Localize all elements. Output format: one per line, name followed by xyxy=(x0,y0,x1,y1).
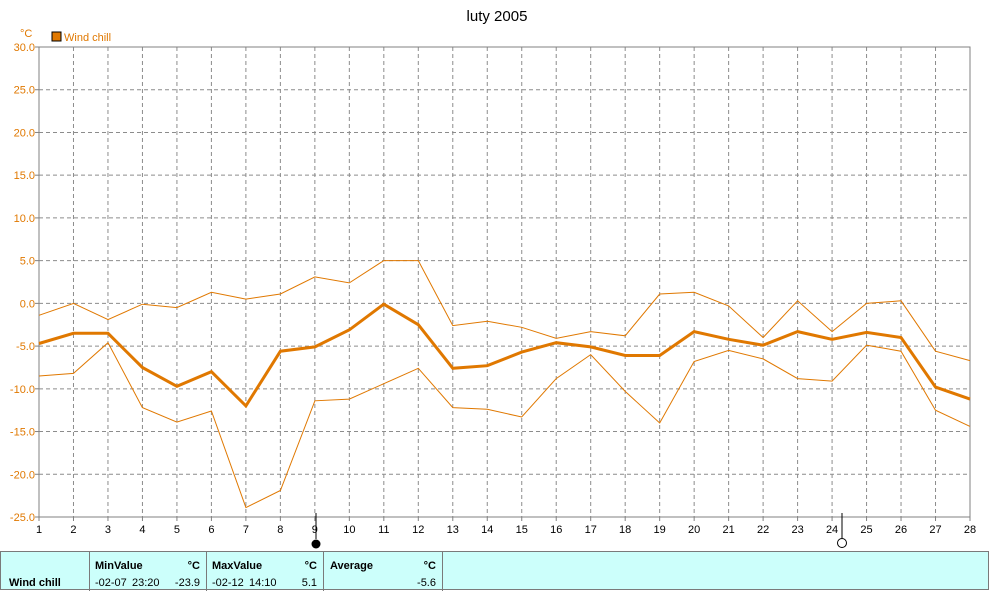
legend-swatch xyxy=(51,31,62,42)
y-tick-label: -10.0 xyxy=(10,384,35,396)
x-tick-label: 18 xyxy=(619,524,631,536)
series-lines xyxy=(38,260,971,509)
y-tick-label: 25.0 xyxy=(14,85,35,97)
x-tick-label: 10 xyxy=(343,524,355,536)
x-tick-label: 9 xyxy=(312,524,318,536)
plot-frame xyxy=(38,46,971,518)
series-line-max xyxy=(38,260,971,362)
stats-avg-value: -5.6 xyxy=(417,577,436,589)
x-tick-label: 8 xyxy=(277,524,283,536)
x-tick-label: 1 xyxy=(36,524,42,536)
stats-min-value: -23.9 xyxy=(174,577,200,589)
y-tick-label: -25.0 xyxy=(10,512,35,524)
y-tick-label: 0.0 xyxy=(20,298,35,310)
x-tick-label: 28 xyxy=(964,524,976,536)
x-tick-label: 22 xyxy=(757,524,769,536)
stats-avg-header: Average xyxy=(330,560,374,572)
y-tick-label: 20.0 xyxy=(14,127,35,139)
y-tick-label: 30.0 xyxy=(14,42,35,54)
x-tick-label: 21 xyxy=(723,524,735,536)
stats-min-cell: MinValue °C -02-07 23:20 -23.9 xyxy=(90,552,207,591)
x-tick-label: 25 xyxy=(860,524,872,536)
stats-min-header: MinValue xyxy=(95,560,143,572)
stats-avg-cell: Average °C -5.6 xyxy=(324,552,443,591)
y-tick-label: 5.0 xyxy=(20,256,35,268)
x-tick-label: 26 xyxy=(895,524,907,536)
y-tick-label: -20.0 xyxy=(10,469,35,481)
min-marker-icon xyxy=(311,539,321,549)
y-tick-label: 15.0 xyxy=(14,170,35,182)
x-tick-label: 24 xyxy=(826,524,838,536)
stats-min-date: -02-07 xyxy=(95,577,127,589)
chart-title: luty 2005 xyxy=(467,8,528,25)
x-tick-label: 23 xyxy=(791,524,803,536)
x-tick-label: 4 xyxy=(139,524,145,536)
legend-label: Wind chill xyxy=(64,32,111,44)
stats-min-unit: °C xyxy=(187,560,200,572)
x-tick-label: 16 xyxy=(550,524,562,536)
y-axis-unit: °C xyxy=(20,28,32,40)
marker-layer xyxy=(311,513,847,549)
x-tick-label: 11 xyxy=(378,524,389,536)
stats-max-cell: MaxValue °C -02-12 14:10 5.1 xyxy=(207,552,324,591)
x-tick-label: 7 xyxy=(243,524,249,536)
x-tick-label: 20 xyxy=(688,524,700,536)
x-tick-label: 2 xyxy=(70,524,76,536)
stats-max-header: MaxValue xyxy=(212,560,263,572)
x-tick-label: 13 xyxy=(447,524,459,536)
stats-panel: Wind chill MinValue °C -02-07 23:20 -23.… xyxy=(0,551,989,591)
stats-row-label: Wind chill xyxy=(9,577,61,589)
stats-max-unit: °C xyxy=(304,560,317,572)
stats-max-time: 14:10 xyxy=(249,577,277,589)
x-tick-label: 17 xyxy=(585,524,597,536)
grid xyxy=(39,47,970,517)
stats-max-date: -02-12 xyxy=(212,577,244,589)
max-marker-icon xyxy=(837,538,847,548)
axis-labels: 30.0 25.0 20.0 15.0 10.0 5.0 0.0 -5.0 -10.0 -15.0… xyxy=(10,42,976,536)
stats-row-label-cell: Wind chill xyxy=(1,552,90,591)
x-tick-label: 27 xyxy=(929,524,941,536)
x-tick-label: 19 xyxy=(654,524,666,536)
x-tick-label: 5 xyxy=(174,524,180,536)
x-tick-label: 15 xyxy=(516,524,528,536)
series-line-min xyxy=(38,341,971,509)
stats-max-value: 5.1 xyxy=(301,577,317,589)
stats-avg-unit: °C xyxy=(423,560,436,572)
series-line-average xyxy=(38,302,971,409)
x-tick-label: 3 xyxy=(105,524,111,536)
y-tick-label: -15.0 xyxy=(10,427,35,439)
y-tick-label: -5.0 xyxy=(16,341,35,353)
stats-min-time: 23:20 xyxy=(132,577,160,589)
x-tick-label: 12 xyxy=(412,524,424,536)
y-tick-label: 10.0 xyxy=(14,213,35,225)
x-tick-label: 14 xyxy=(481,524,493,536)
chart-area: luty 2005 °C Wind chill 30.025.020.015.0… xyxy=(10,8,976,549)
x-tick-label: 6 xyxy=(208,524,214,536)
